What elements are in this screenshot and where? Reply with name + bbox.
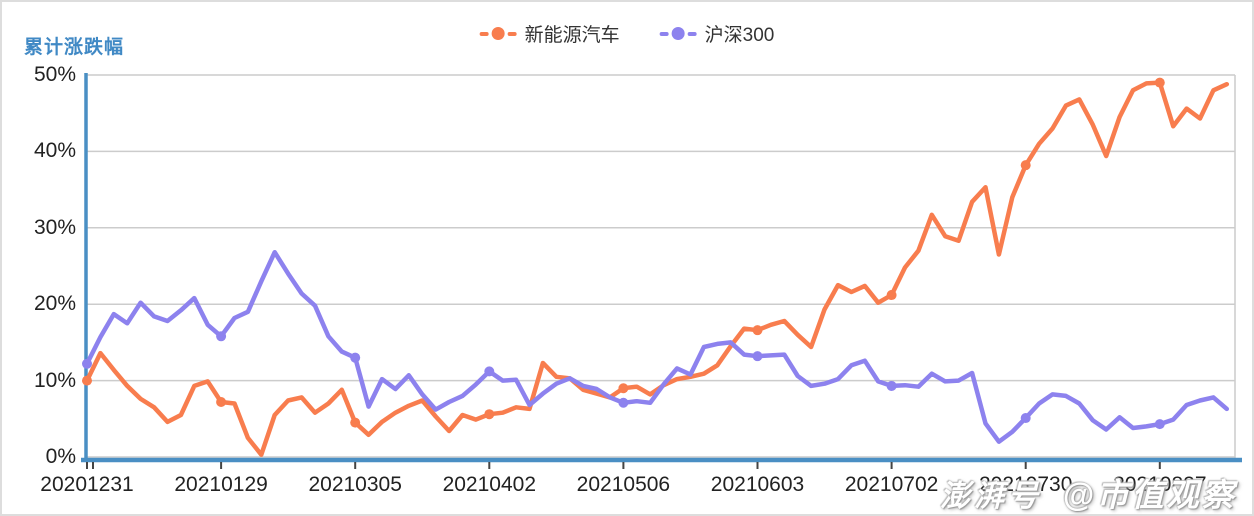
watermark-account: @市值观察 [1062, 477, 1237, 513]
x-axis-label: 20210506 [576, 473, 671, 496]
legend: 新能源汽车 沪深300 [479, 20, 775, 47]
data-point-marker-csi300[interactable] [216, 331, 227, 342]
data-point-marker-nev[interactable] [886, 290, 897, 301]
data-point-marker-nev[interactable] [1154, 77, 1165, 88]
y-axis-label: 40% [33, 139, 76, 163]
data-point-marker-nev[interactable] [82, 375, 92, 386]
y-axis-label: 0% [45, 445, 76, 468]
legend-item-nev[interactable]: 新能源汽车 [479, 20, 620, 47]
x-axis-label: 20210305 [308, 473, 402, 496]
data-point-marker-nev[interactable] [618, 383, 629, 394]
series-line-csi300[interactable] [84, 249, 1230, 444]
x-axis-label: 20201231 [40, 473, 134, 496]
data-point-marker-csi300[interactable] [82, 358, 92, 369]
watermark-brand: 澎湃号 [940, 480, 1042, 513]
data-point-marker-nev[interactable] [216, 396, 227, 407]
legend-label-csi300: 沪深300 [704, 25, 775, 46]
data-point-marker-nev[interactable] [350, 417, 361, 428]
data-point-marker-nev[interactable] [484, 409, 495, 420]
watermark: 澎湃号 @市值观察 [940, 470, 1237, 514]
data-point-marker-csi300[interactable] [484, 366, 495, 377]
data-point-marker-csi300[interactable] [886, 380, 897, 391]
x-axis-label: 20210702 [844, 473, 939, 496]
legend-label-nev: 新能源汽车 [524, 25, 620, 46]
x-axis-label: 20210402 [442, 473, 537, 496]
data-point-marker-csi300[interactable] [618, 397, 629, 408]
x-axis-label: 20210603 [710, 473, 805, 496]
legend-item-csi300[interactable]: 沪深300 [659, 20, 775, 47]
line-circle-marker-icon [659, 27, 697, 40]
y-axis-label: 10% [33, 368, 76, 392]
data-point-marker-csi300[interactable] [350, 352, 361, 363]
x-axis-label: 20210129 [174, 473, 268, 496]
x-axis-label: 20210730 [978, 473, 1073, 496]
line-circle-marker-icon [479, 27, 517, 40]
data-point-marker-nev[interactable] [1020, 160, 1031, 171]
data-point-marker-csi300[interactable] [1020, 413, 1031, 424]
data-point-marker-nev[interactable] [752, 325, 763, 336]
y-axis-label: 50% [33, 63, 76, 86]
y-axis-label: 20% [33, 292, 76, 316]
chart-title: 累计涨跌幅 [24, 37, 125, 58]
y-axis-label: 30% [33, 215, 76, 239]
x-axis-label: 20210827 [1113, 473, 1207, 496]
data-point-marker-csi300[interactable] [752, 351, 763, 362]
series-line-nev[interactable] [84, 80, 1230, 457]
data-point-marker-csi300[interactable] [1154, 419, 1165, 430]
